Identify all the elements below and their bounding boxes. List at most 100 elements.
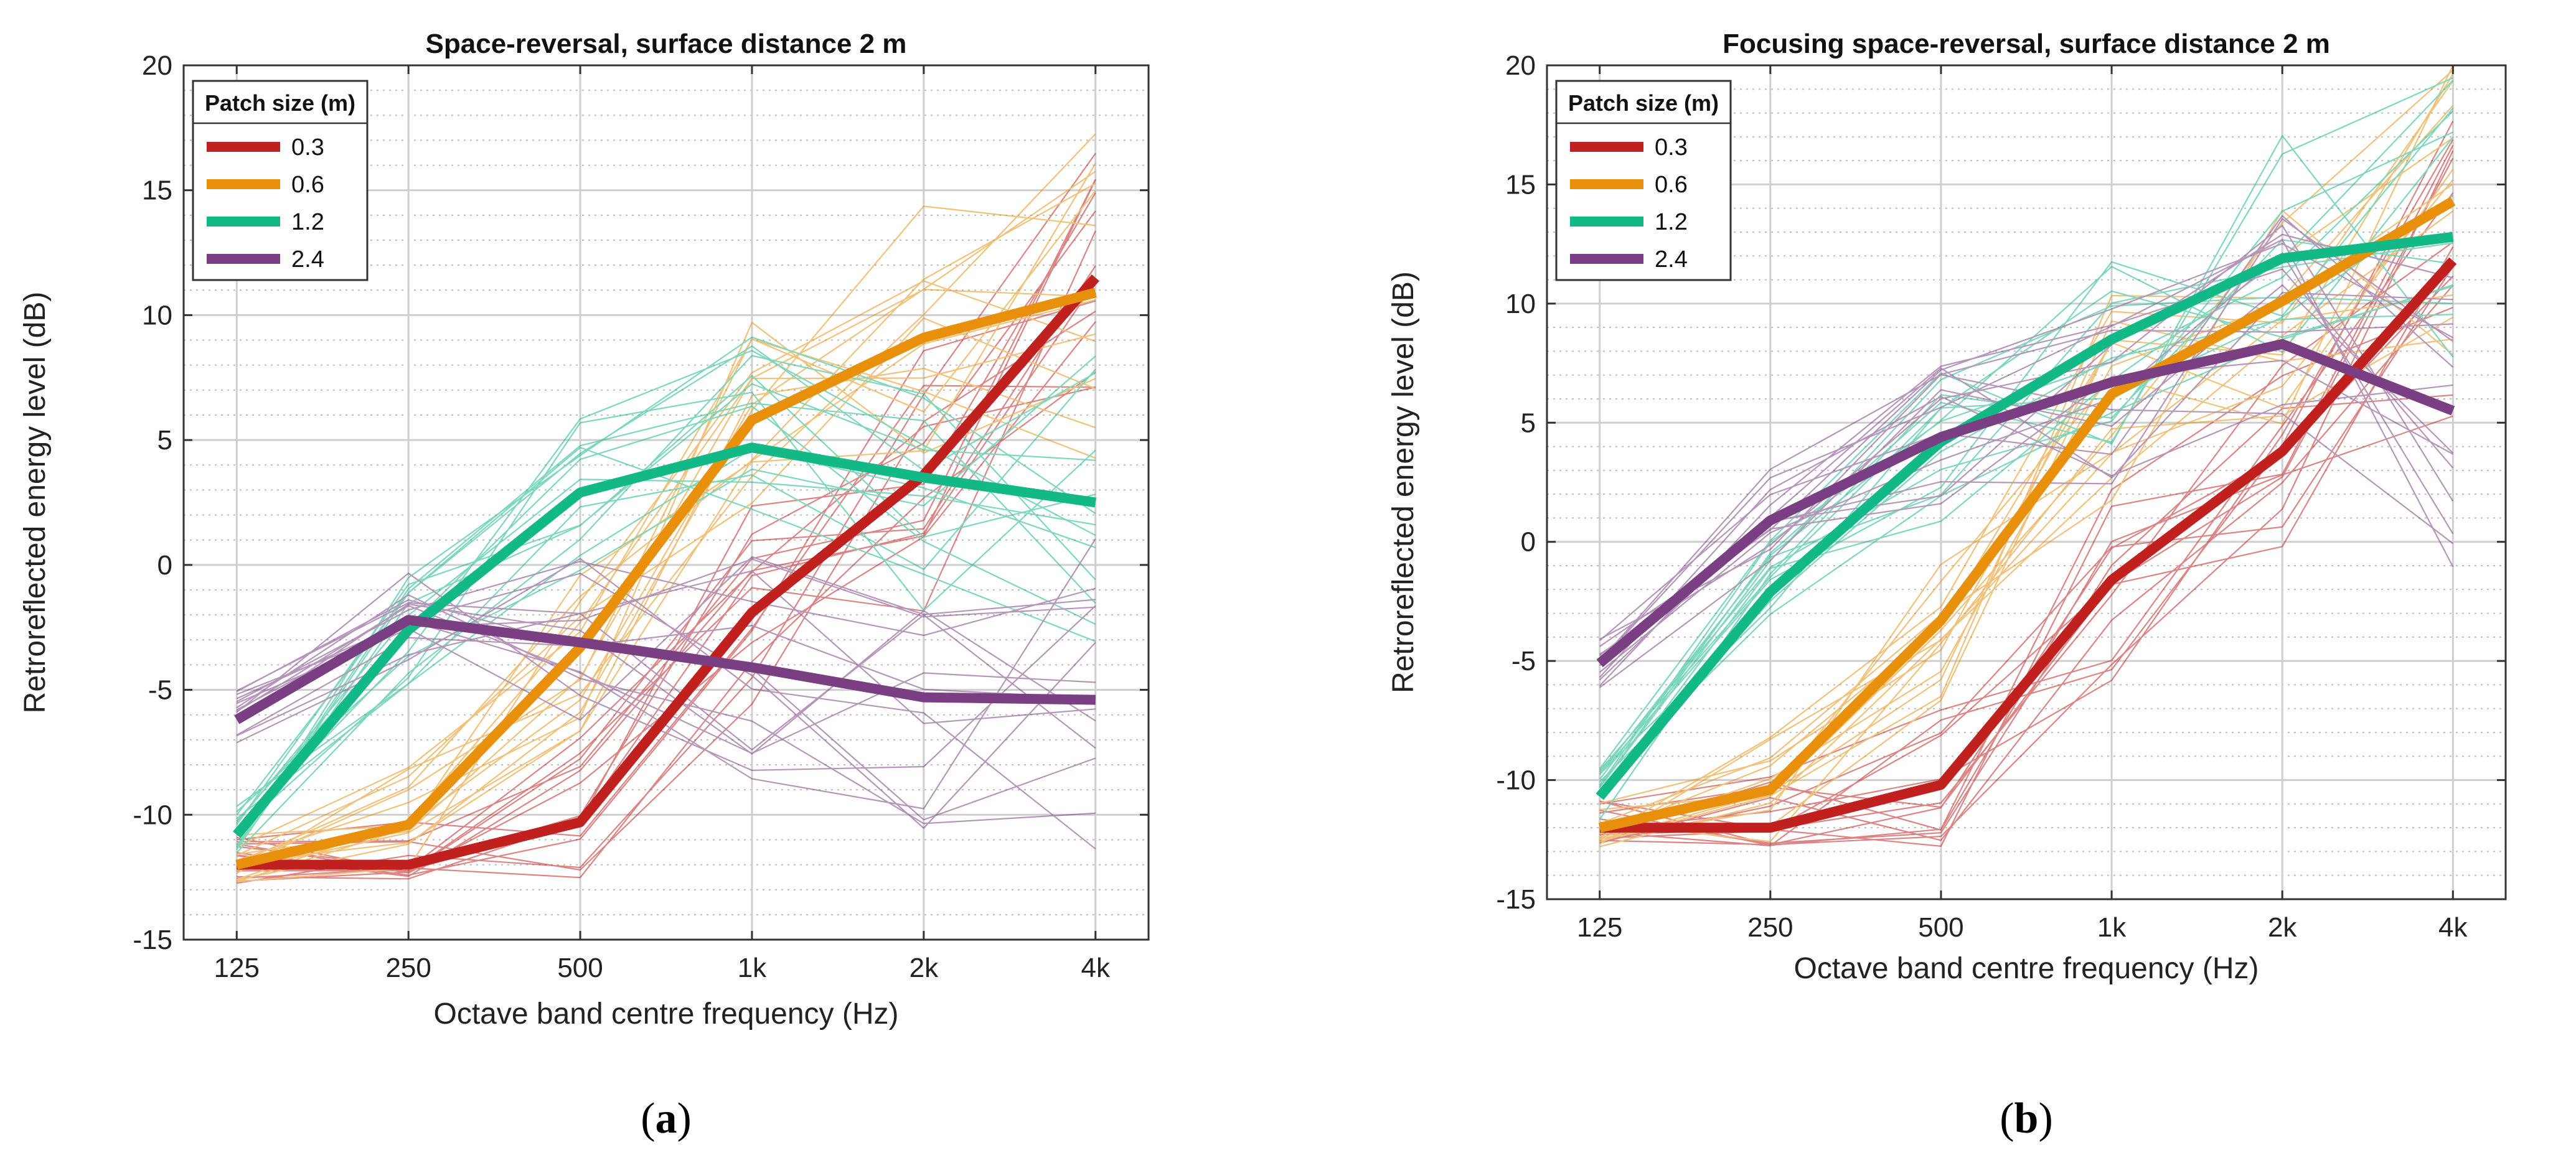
legend-label-2.4: 2.4 bbox=[291, 246, 324, 273]
trace-1.2 bbox=[1599, 195, 2453, 775]
trace-0.6 bbox=[236, 163, 1096, 882]
series-line-1.2 bbox=[1596, 231, 2454, 800]
series-line-2.4 bbox=[234, 615, 1096, 724]
x-tick-label: 250 bbox=[385, 953, 431, 983]
trace-1.2 bbox=[236, 479, 1096, 824]
chart-title: Space-reversal, surface distance 2 m bbox=[426, 29, 907, 59]
trace-2.4 bbox=[1599, 238, 2454, 663]
panel-a-space-reversal: -15 -10 -5 0 5 10 15 20 125 250 500 1k 2k 4k Space-rev… bbox=[19, 29, 1150, 1143]
legend: Patch size (m) 0.3 0.6 1.2 2.4 bbox=[192, 80, 369, 281]
trace-1.2 bbox=[1599, 242, 2453, 775]
trace-1.2 bbox=[1599, 80, 2454, 798]
x-tick-label: 500 bbox=[557, 953, 603, 983]
panel-label: (a) bbox=[641, 1095, 692, 1143]
mean-series bbox=[233, 274, 1099, 870]
legend-label-0.3: 0.3 bbox=[291, 134, 324, 161]
trace-0.6 bbox=[237, 205, 1096, 881]
panel-b-focusing-space-reversal: -15 -10 -5 0 5 10 15 20 125 250 500 1k 2k 4k Focusing … bbox=[1387, 29, 2507, 1143]
x-tick-label: 125 bbox=[214, 953, 260, 983]
trace-1.2 bbox=[236, 350, 1096, 830]
trace-2.4 bbox=[236, 594, 1096, 825]
trace-2.4 bbox=[236, 561, 1096, 703]
trace-2.4 bbox=[1599, 384, 2453, 678]
axes-frame bbox=[182, 64, 1150, 941]
x-axis-label: Octave band centre frequency (Hz) bbox=[433, 998, 898, 1030]
trace-1.2 bbox=[236, 446, 1096, 816]
y-tick-label: 10 bbox=[1505, 289, 1536, 319]
panel-label-close: ) bbox=[2038, 1095, 2052, 1143]
trace-0.6 bbox=[1599, 316, 2453, 843]
panel-label-open: ( bbox=[641, 1095, 655, 1143]
legend-label-2.4: 2.4 bbox=[1655, 246, 1688, 273]
legend-label-0.6: 0.6 bbox=[1655, 172, 1688, 198]
legend-title: Patch size (m) bbox=[205, 90, 355, 116]
trace-1.2 bbox=[1599, 131, 2453, 773]
axes-frame bbox=[1546, 64, 2507, 900]
x-tick-label: 2k bbox=[2268, 912, 2297, 943]
series-line-0.6 bbox=[235, 287, 1097, 870]
trace-0.6 bbox=[1599, 105, 2454, 843]
y-tick-label: -10 bbox=[133, 800, 172, 830]
panel-label: (b) bbox=[2000, 1095, 2053, 1143]
trace-2.4 bbox=[1599, 224, 2454, 655]
trace-1.2 bbox=[1599, 286, 2453, 771]
trace-0.6 bbox=[236, 190, 1096, 869]
y-tick-label: -15 bbox=[1496, 884, 1536, 915]
trace-0.3 bbox=[237, 179, 1096, 877]
y-tick-label: 5 bbox=[157, 425, 172, 456]
trace-0.6 bbox=[237, 280, 1096, 882]
y-axis-label: Retroreflected energy level (dB) bbox=[19, 292, 52, 714]
x-tick-label: 4k bbox=[2438, 912, 2468, 943]
mean-series bbox=[1596, 197, 2457, 833]
chart-title: Focusing space-reversal, surface distanc… bbox=[1723, 29, 2330, 59]
trace-1.2 bbox=[236, 448, 1096, 820]
panel-label-letter: a bbox=[656, 1095, 677, 1143]
trace-0.6 bbox=[237, 182, 1096, 871]
y-tick-label: -5 bbox=[1511, 646, 1536, 676]
legend: Patch size (m) 0.3 0.6 1.2 2.4 bbox=[1555, 80, 1732, 281]
y-tick-label: -15 bbox=[133, 925, 172, 955]
trace-2.4 bbox=[236, 602, 1096, 751]
x-tick-label: 1k bbox=[738, 953, 767, 983]
trace-2.4 bbox=[236, 558, 1096, 850]
legend-label-1.2: 1.2 bbox=[1655, 209, 1688, 235]
y-tick-label: -5 bbox=[148, 675, 172, 706]
x-tick-label: 125 bbox=[1577, 912, 1622, 943]
trace-2.4 bbox=[236, 572, 1096, 772]
trace-1.2 bbox=[236, 355, 1096, 853]
legend-label-0.3: 0.3 bbox=[1655, 134, 1688, 161]
y-tick-label: 0 bbox=[157, 550, 172, 581]
y-tick-label: 20 bbox=[142, 50, 172, 81]
trace-0.6 bbox=[236, 133, 1096, 874]
trace-2.4 bbox=[1599, 323, 2453, 640]
trace-0.6 bbox=[1599, 210, 2453, 848]
panel-label-close: ) bbox=[677, 1095, 692, 1143]
legend-label-1.2: 1.2 bbox=[291, 209, 324, 235]
series-line-2.4 bbox=[1596, 339, 2455, 668]
y-tick-label: 20 bbox=[1505, 50, 1536, 81]
trace-2.4 bbox=[1599, 215, 2454, 642]
x-tick-label: 4k bbox=[1081, 953, 1111, 983]
trace-1.2 bbox=[1599, 296, 2453, 788]
series-line-1.2 bbox=[233, 442, 1096, 838]
trace-0.3 bbox=[237, 385, 1096, 841]
y-tick-label: 15 bbox=[142, 175, 172, 206]
trace-0.3 bbox=[1599, 266, 2454, 843]
y-tick-label: -10 bbox=[1496, 765, 1536, 796]
series-line-0.3 bbox=[237, 274, 1099, 870]
trace-2.4 bbox=[1599, 252, 2454, 673]
x-tick-label: 250 bbox=[1747, 912, 1793, 943]
x-axis-label: Octave band centre frequency (Hz) bbox=[1793, 952, 2259, 985]
trace-0.3 bbox=[237, 300, 1096, 876]
y-tick-label: 5 bbox=[1521, 408, 1536, 438]
y-tick-label: 10 bbox=[142, 300, 172, 330]
trace-0.6 bbox=[237, 367, 1096, 864]
x-tick-label: 1k bbox=[2097, 912, 2127, 943]
panel-label-open: ( bbox=[2000, 1095, 2014, 1143]
trace-2.4 bbox=[1599, 268, 2454, 686]
legend-title: Patch size (m) bbox=[1568, 90, 1719, 116]
y-axis-label: Retroreflected energy level (dB) bbox=[1387, 271, 1420, 693]
y-tick-label: 15 bbox=[1505, 169, 1536, 200]
trace-0.6 bbox=[1599, 209, 2454, 825]
